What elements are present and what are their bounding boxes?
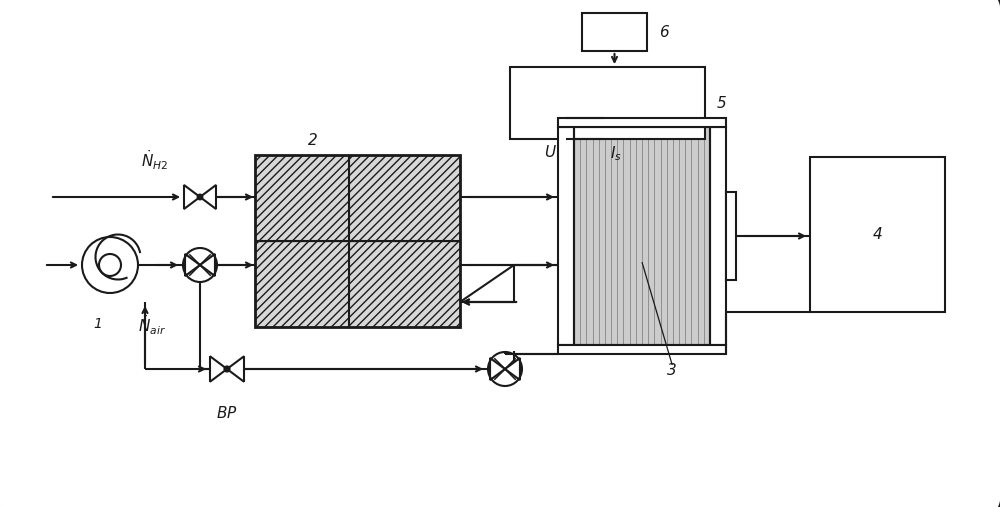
Circle shape — [99, 254, 121, 276]
Bar — [558, 345, 726, 354]
Bar — [710, 127, 726, 345]
Polygon shape — [184, 185, 200, 209]
Bar — [558, 118, 726, 127]
Circle shape — [224, 367, 230, 372]
Text: 1: 1 — [94, 317, 102, 331]
Text: $\dot{N}_{air}$: $\dot{N}_{air}$ — [138, 313, 166, 337]
Text: 3: 3 — [667, 363, 677, 378]
Bar — [582, 13, 647, 51]
Polygon shape — [490, 358, 505, 380]
Bar — [510, 67, 705, 139]
Polygon shape — [200, 254, 215, 276]
Text: 2: 2 — [308, 133, 317, 148]
Polygon shape — [200, 185, 216, 209]
Text: 4: 4 — [873, 227, 882, 242]
Bar — [574, 127, 710, 345]
Polygon shape — [227, 356, 244, 382]
Circle shape — [82, 237, 138, 293]
Bar — [574, 127, 710, 345]
Text: $U$: $U$ — [544, 144, 557, 160]
Polygon shape — [505, 358, 520, 380]
Text: 6: 6 — [659, 24, 669, 40]
Polygon shape — [210, 356, 227, 382]
Text: 5: 5 — [717, 95, 727, 111]
Text: $\dot{N}_{H2}$: $\dot{N}_{H2}$ — [141, 149, 169, 172]
Circle shape — [198, 195, 202, 199]
Bar — [810, 157, 945, 312]
Text: $BP$: $BP$ — [216, 405, 238, 421]
Bar — [255, 241, 460, 327]
Bar — [726, 192, 736, 279]
Bar — [255, 155, 460, 327]
Bar — [558, 127, 574, 345]
Polygon shape — [185, 254, 200, 276]
Text: $I_s$: $I_s$ — [610, 144, 622, 163]
Bar — [255, 155, 460, 241]
